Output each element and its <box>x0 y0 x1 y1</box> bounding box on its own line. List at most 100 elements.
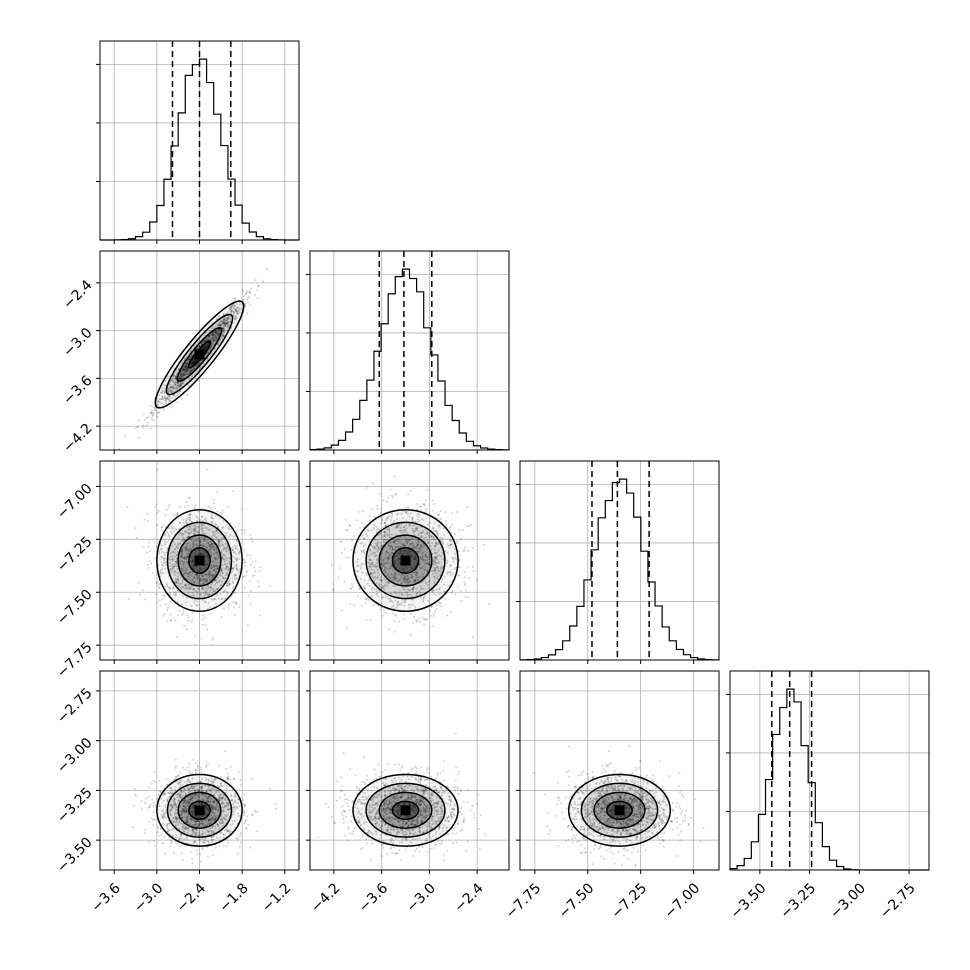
scatter-point <box>196 347 199 350</box>
scatter-point <box>429 614 432 617</box>
scatter-point <box>192 367 195 370</box>
histogram-2 <box>519 478 720 661</box>
scatter-point <box>157 509 160 512</box>
scatter-point <box>160 401 163 404</box>
scatter-point <box>468 525 471 528</box>
scatter-point <box>384 570 387 573</box>
scatter-point <box>179 374 182 377</box>
scatter-point <box>435 604 438 607</box>
scatter-point <box>180 532 183 535</box>
scatter-point <box>182 561 185 564</box>
scatter-point <box>227 580 230 583</box>
scatter-point <box>209 553 212 556</box>
scatter-point <box>192 352 195 355</box>
scatter-point <box>231 577 234 580</box>
scatter-point <box>138 436 141 439</box>
scatter-point <box>203 345 206 348</box>
scatter-point <box>215 558 218 561</box>
scatter-point <box>186 566 189 569</box>
scatter-point <box>409 612 412 615</box>
scatter-point <box>209 338 212 341</box>
scatter-point <box>182 369 185 372</box>
scatter-point <box>173 394 176 397</box>
scatter-point <box>181 567 184 570</box>
scatter-point <box>145 416 148 419</box>
scatter-point <box>177 542 180 545</box>
scatter-point <box>397 524 400 527</box>
scatter-point <box>440 566 443 569</box>
scatter-point <box>209 586 212 589</box>
scatter-point <box>189 548 192 551</box>
scatter-point <box>170 379 173 382</box>
scatter-point <box>204 540 207 543</box>
scatter-point <box>185 536 188 539</box>
scatter-point <box>370 595 373 598</box>
scatter-point <box>171 404 174 407</box>
scatter-point <box>417 619 420 622</box>
scatter-point <box>384 585 387 588</box>
scatter-point <box>161 387 164 390</box>
scatter-point <box>211 531 214 534</box>
scatter-point <box>173 591 176 594</box>
scatter-point <box>202 582 205 585</box>
scatter-point <box>173 527 176 530</box>
scatter-point <box>174 383 177 386</box>
scatter-point <box>146 551 149 554</box>
scatter-point <box>225 590 228 593</box>
scatter-point <box>161 524 164 527</box>
scatter-point <box>364 543 367 546</box>
scatter-point <box>424 553 427 556</box>
scatter-point <box>212 547 215 550</box>
scatter-point <box>226 506 229 509</box>
scatter-point <box>171 587 174 590</box>
scatter-point <box>225 568 228 571</box>
scatter-point <box>182 374 185 377</box>
scatter-point <box>254 278 257 281</box>
scatter-point <box>178 385 181 388</box>
scatter-point <box>197 544 200 547</box>
scatter-point <box>217 541 220 544</box>
scatter-point <box>159 548 162 551</box>
scatter-point <box>402 578 405 581</box>
scatter-point <box>210 344 213 347</box>
scatter-point <box>198 344 201 347</box>
scatter-point <box>354 551 357 554</box>
scatter-point <box>181 369 184 372</box>
scatter-point <box>153 844 156 847</box>
scatter-point <box>219 319 222 322</box>
scatter-point <box>413 556 416 559</box>
scatter-point <box>211 334 214 337</box>
scatter-point <box>158 400 161 403</box>
scatter-point <box>156 524 159 527</box>
scatter-point <box>190 548 193 551</box>
scatter-point <box>220 584 223 587</box>
scatter-point <box>379 558 382 561</box>
scatter-point <box>184 530 187 533</box>
scatter-point <box>246 297 249 300</box>
scatter-point <box>213 326 216 329</box>
scatter-point <box>207 594 210 597</box>
scatter-point <box>189 349 192 352</box>
scatter-point <box>202 539 205 542</box>
scatter-point <box>213 548 216 551</box>
scatter-point <box>174 547 177 550</box>
scatter-point <box>237 557 240 560</box>
scatter-point <box>172 387 175 390</box>
scatter-point <box>190 620 193 623</box>
scatter-point <box>211 334 214 337</box>
scatter-point <box>196 575 199 578</box>
scatter-point <box>188 516 191 519</box>
scatter-point <box>422 596 425 599</box>
scatter-point <box>166 620 169 623</box>
scatter-point <box>191 545 194 548</box>
scatter-point <box>214 583 217 586</box>
scatter-point <box>174 560 177 563</box>
scatter-point <box>220 569 223 572</box>
scatter-point <box>192 556 195 559</box>
scatter-point <box>193 545 196 548</box>
scatter-point <box>254 560 257 563</box>
scatter-point <box>237 308 240 311</box>
scatter-point <box>171 565 174 568</box>
scatter-point <box>413 561 416 564</box>
scatter-point <box>126 506 129 509</box>
